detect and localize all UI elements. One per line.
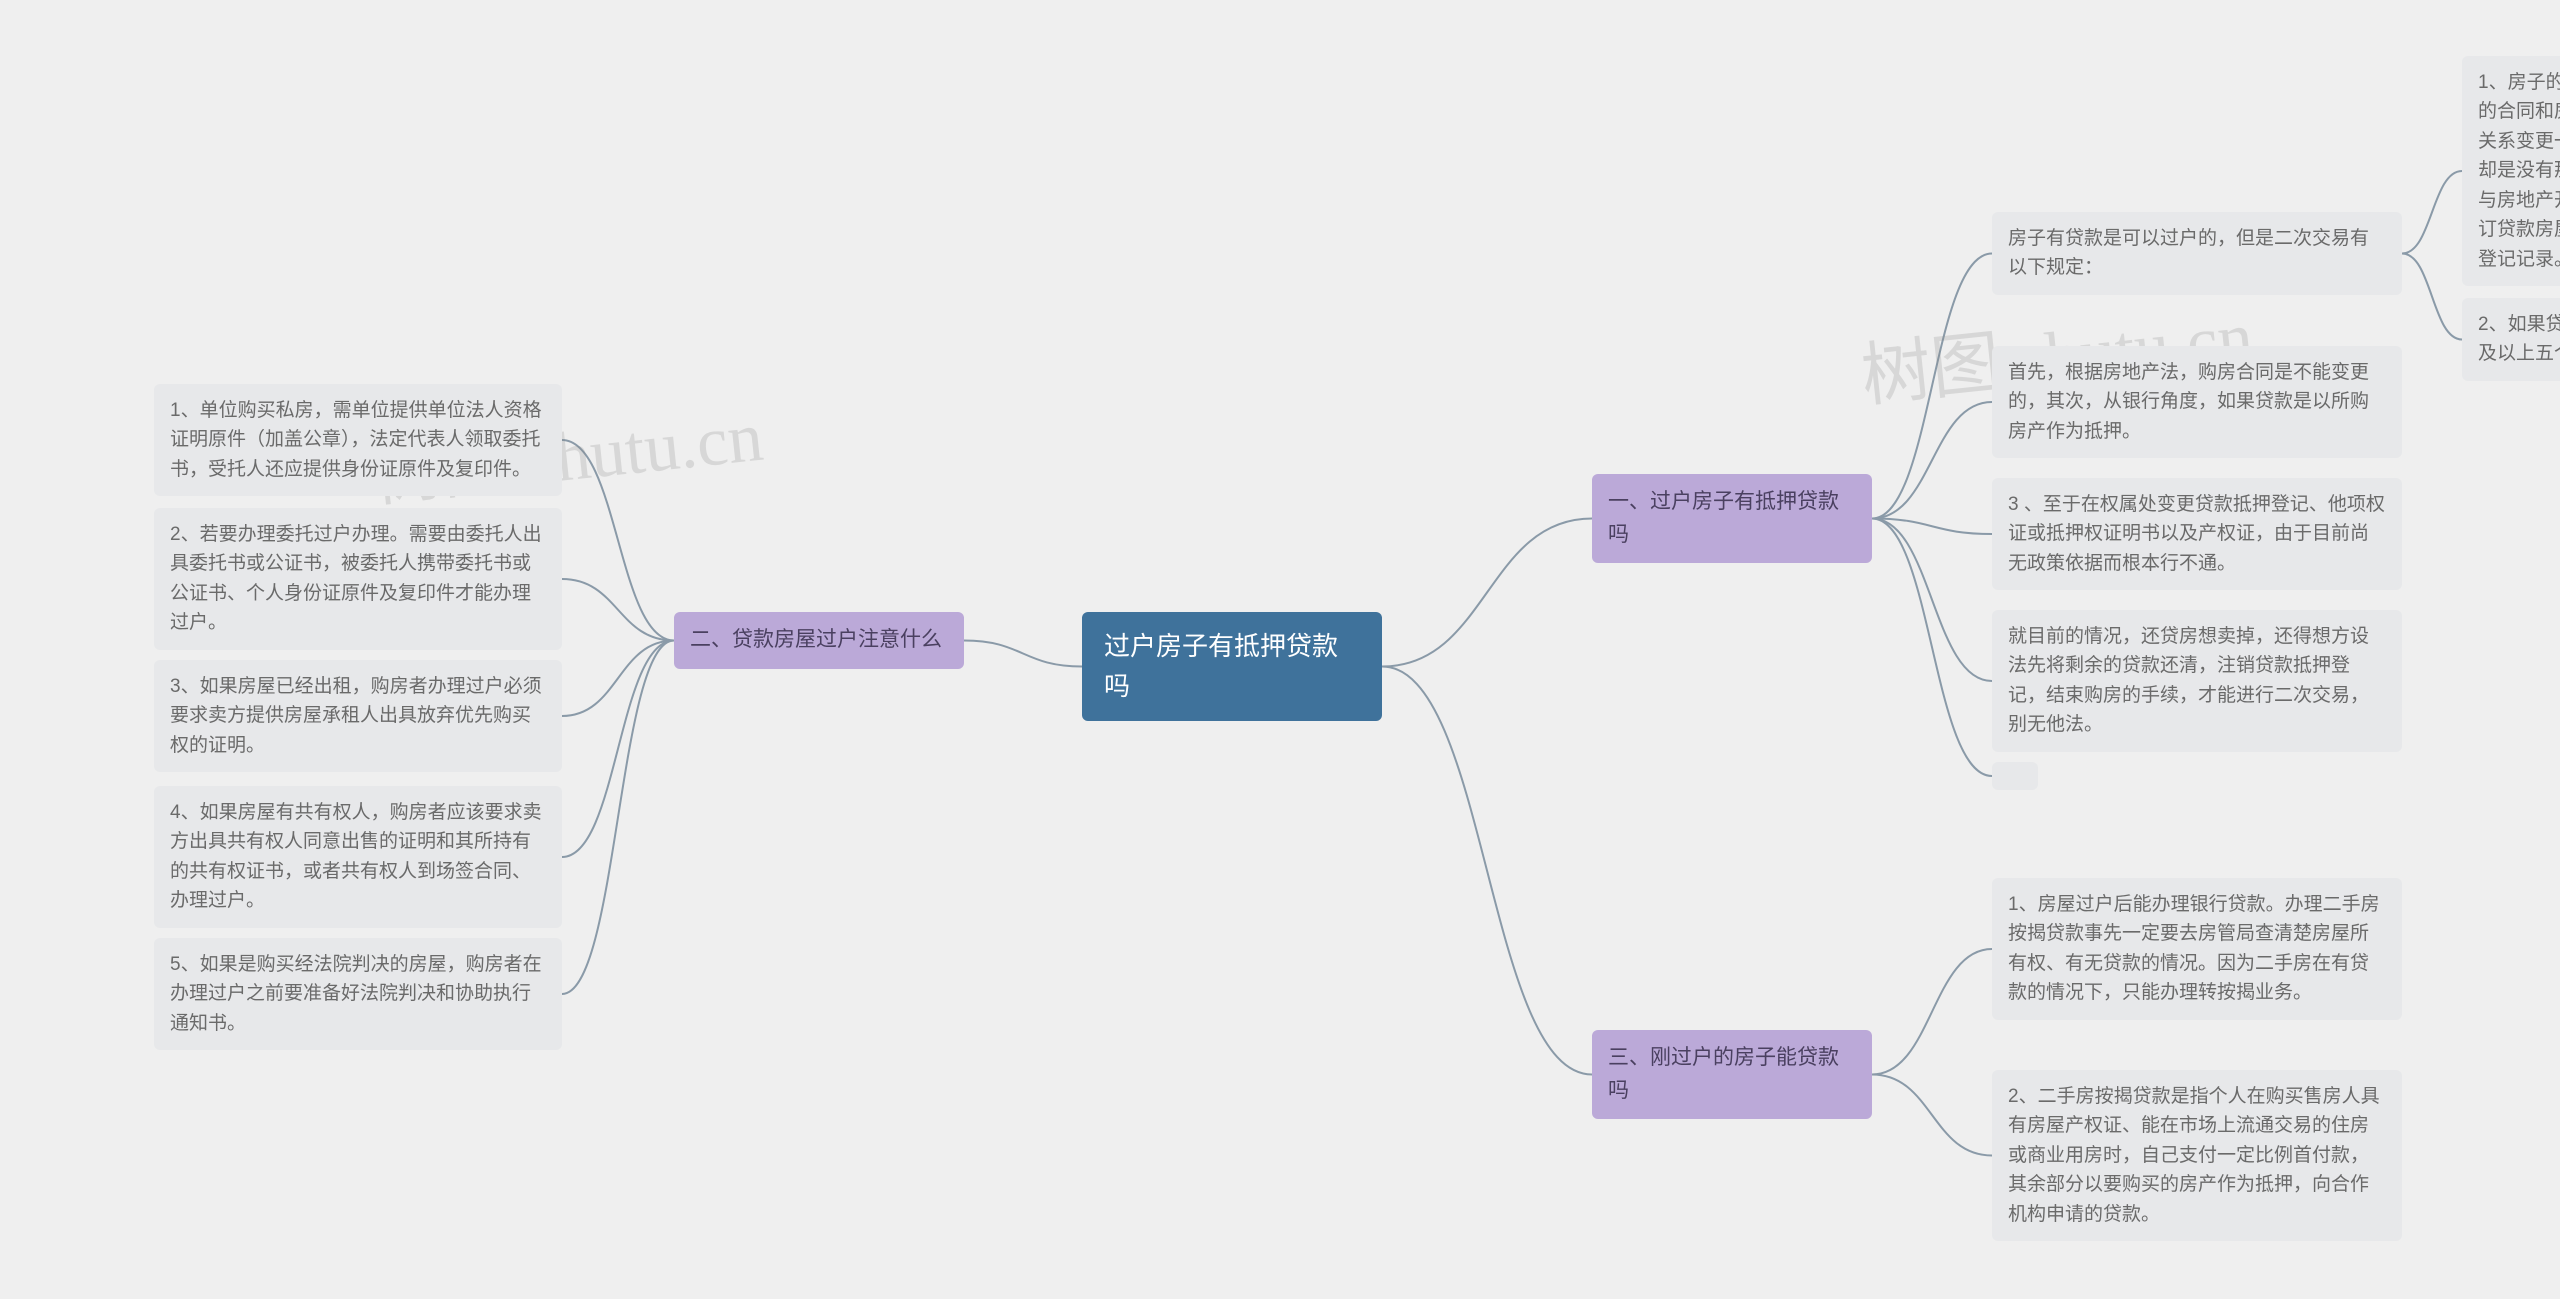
branch-2-child-3: 3、如果房屋已经出租，购房者办理过户必须要求卖方提供房屋承租人出具放弃优先购买权…	[154, 660, 562, 772]
branch-1-child-1-sub-1: 1、房子的二次交易，就是需要把购买时签订的合同和房屋的产权证书、银行的抵押合同关…	[2462, 56, 2560, 286]
branch-3-child-1: 1、房屋过户后能办理银行贷款。办理二手房按揭贷款事先一定要去房管局查清楚房屋所有…	[1992, 878, 2402, 1020]
mindmap-root: 过户房子有抵押贷款吗	[1082, 612, 1382, 721]
branch-1: 一、过户房子有抵押贷款吗	[1592, 474, 1872, 563]
branch-3: 三、刚过户的房子能贷款吗	[1592, 1030, 1872, 1119]
branch-1-child-3: 3 、至于在权属处变更贷款抵押登记、他项权证或抵押权证明书以及产权证，由于目前尚…	[1992, 478, 2402, 590]
branch-2-child-2: 2、若要办理委托过户办理。需要由委托人出具委托书或公证书，被委托人携带委托书或公…	[154, 508, 562, 650]
branch-1-child-1: 房子有贷款是可以过户的，但是二次交易有以下规定：	[1992, 212, 2402, 295]
branch-3-child-2: 2、二手房按揭贷款是指个人在购买售房人具有房屋产权证、能在市场上流通交易的住房或…	[1992, 1070, 2402, 1241]
branch-1-child-5-empty	[1992, 762, 2038, 790]
branch-2-child-4: 4、如果房屋有共有权人，购房者应该要求卖方出具共有权人同意出售的证明和其所持有的…	[154, 786, 562, 928]
branch-2: 二、贷款房屋过户注意什么	[674, 612, 964, 669]
branch-1-child-4: 就目前的情况，还贷房想卖掉，还得想方设法先将剩余的贷款还清，注销贷款抵押登记，结…	[1992, 610, 2402, 752]
branch-2-child-5: 5、如果是购买经法院判决的房屋，购房者在办理过户之前要准备好法院判决和协助执行通…	[154, 938, 562, 1050]
branch-1-child-2: 首先，根据房地产法，购房合同是不能变更的，其次，从银行角度，如果贷款是以所购房产…	[1992, 346, 2402, 458]
branch-2-child-1: 1、单位购买私房，需单位提供单位法人资格证明原件（加盖公章），法定代表人领取委托…	[154, 384, 562, 496]
branch-1-child-1-sub-2: 2、如果贷款还清之前进行房屋的买卖，则涉及以上五个文本的人名变更问题。	[2462, 298, 2560, 381]
